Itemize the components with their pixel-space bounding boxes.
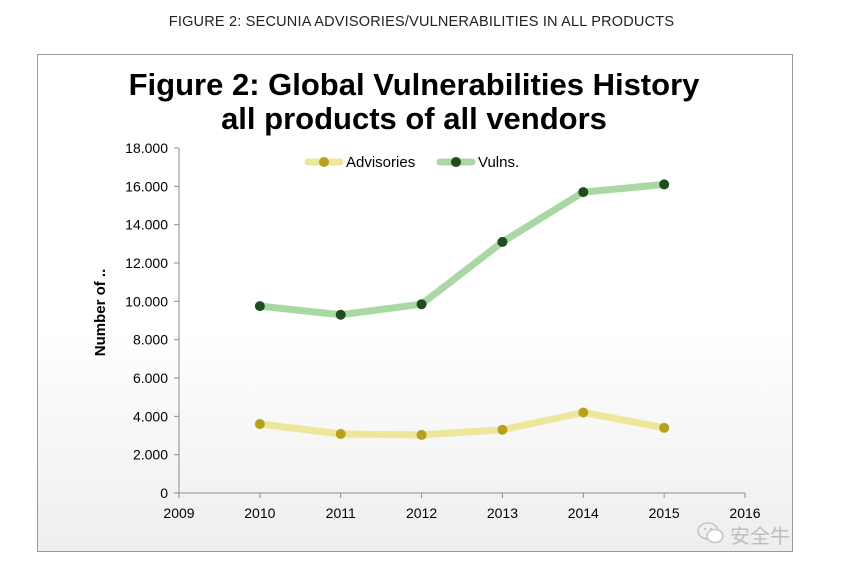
x-tick-label: 2014	[568, 505, 599, 521]
data-point-advisories	[416, 429, 427, 440]
legend-label-vulns: Vulns.	[478, 154, 519, 171]
y-tick-label: 4.000	[133, 408, 168, 424]
data-point-advisories	[335, 428, 346, 439]
x-tick-label: 2013	[487, 505, 518, 521]
series-line-advisories	[256, 409, 668, 439]
y-tick-label: 10.000	[125, 293, 168, 309]
data-point-vulns	[254, 301, 265, 312]
data-point-vulns	[659, 179, 670, 190]
x-tick-label: 2015	[649, 505, 680, 521]
legend-marker-vulns	[451, 157, 461, 167]
x-tick-label: 2012	[406, 505, 437, 521]
y-tick-label: 2.000	[133, 447, 168, 463]
data-point-vulns	[335, 309, 346, 320]
data-point-vulns	[578, 187, 589, 198]
y-tick-label: 12.000	[125, 255, 168, 271]
figure-caption: FIGURE 2: SECUNIA ADVISORIES/VULNERABILI…	[168, 14, 675, 30]
y-tick-label: 0	[160, 485, 168, 501]
x-tick-label: 2010	[244, 505, 275, 521]
y-tick-label: 18.000	[125, 140, 168, 156]
watermark-text: 安全牛	[730, 526, 790, 548]
y-tick-label: 14.000	[125, 217, 168, 233]
data-point-advisories	[497, 424, 508, 435]
chart-title-line-1: Figure 2: Global Vulnerabilities History	[128, 67, 700, 102]
data-point-vulns	[416, 299, 427, 310]
chart-title: Figure 2: Global Vulnerabilities History…	[37, 68, 791, 136]
wechat-icon	[697, 522, 724, 544]
data-point-advisories	[578, 407, 589, 418]
legend-marker-advisories	[319, 157, 329, 167]
data-point-advisories	[659, 422, 670, 433]
y-tick-label: 6.000	[133, 370, 168, 386]
x-tick-label: 2016	[729, 505, 760, 521]
legend-label-advisories: Advisories	[346, 154, 415, 171]
y-tick-label: 16.000	[125, 178, 168, 194]
x-tick-label: 2009	[163, 505, 194, 521]
data-point-advisories	[254, 419, 265, 429]
series-line-vulns	[256, 180, 668, 319]
y-axis-label: Number of ..	[92, 269, 109, 357]
data-point-vulns	[497, 236, 508, 247]
y-tick-label: 8.000	[133, 332, 168, 348]
chart-title-line-2: all products of all vendors	[221, 101, 607, 136]
x-tick-label: 2011	[326, 505, 356, 521]
